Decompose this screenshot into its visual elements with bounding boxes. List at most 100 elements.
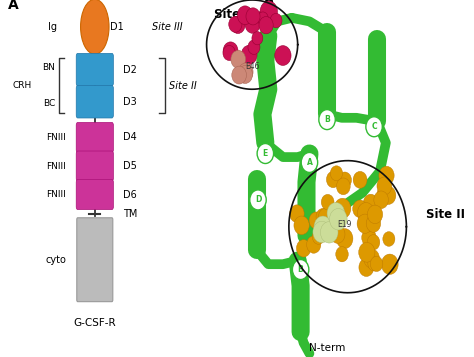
FancyBboxPatch shape: [76, 85, 113, 118]
Circle shape: [328, 206, 345, 226]
Text: B: B: [298, 265, 303, 274]
Text: Ig: Ig: [48, 22, 57, 32]
Circle shape: [314, 216, 332, 237]
Circle shape: [252, 31, 263, 45]
Text: A: A: [307, 158, 312, 167]
Text: E: E: [263, 149, 268, 158]
Text: D5: D5: [123, 161, 137, 171]
Circle shape: [246, 8, 260, 25]
Circle shape: [382, 254, 398, 275]
Circle shape: [327, 171, 340, 188]
Circle shape: [357, 214, 373, 233]
Circle shape: [327, 202, 345, 224]
Circle shape: [353, 200, 367, 218]
Circle shape: [381, 186, 396, 205]
FancyBboxPatch shape: [76, 180, 113, 210]
Text: Site II: Site II: [426, 208, 465, 221]
Circle shape: [316, 208, 330, 225]
Circle shape: [329, 208, 347, 230]
Circle shape: [338, 172, 351, 188]
Circle shape: [318, 208, 334, 227]
Circle shape: [368, 256, 380, 271]
Circle shape: [232, 66, 246, 84]
Circle shape: [337, 178, 350, 195]
Circle shape: [353, 171, 367, 188]
Circle shape: [257, 12, 268, 25]
Circle shape: [377, 185, 392, 202]
Text: BC: BC: [43, 99, 55, 108]
Circle shape: [337, 228, 353, 248]
Circle shape: [357, 202, 374, 223]
Circle shape: [223, 45, 236, 60]
Circle shape: [257, 144, 273, 164]
Circle shape: [334, 198, 351, 218]
Text: TM: TM: [123, 209, 137, 219]
Circle shape: [374, 191, 388, 208]
Text: Site II: Site II: [169, 81, 197, 91]
Circle shape: [377, 177, 392, 195]
Text: D1: D1: [110, 22, 124, 32]
Circle shape: [319, 110, 335, 130]
Circle shape: [359, 242, 375, 262]
Circle shape: [231, 50, 246, 68]
Circle shape: [290, 205, 304, 222]
Circle shape: [313, 221, 330, 243]
Circle shape: [367, 205, 383, 223]
Circle shape: [307, 236, 321, 253]
Circle shape: [223, 42, 238, 60]
Circle shape: [292, 260, 309, 280]
Circle shape: [320, 222, 338, 243]
Ellipse shape: [81, 0, 109, 54]
Circle shape: [229, 16, 242, 32]
Text: D2: D2: [123, 65, 137, 75]
Circle shape: [336, 247, 348, 262]
Text: cyto: cyto: [46, 255, 66, 265]
Text: C: C: [371, 122, 377, 131]
Circle shape: [330, 166, 343, 181]
Circle shape: [260, 1, 277, 22]
Text: Site III: Site III: [214, 8, 257, 21]
Circle shape: [231, 16, 245, 34]
Text: E19: E19: [337, 220, 352, 230]
Circle shape: [363, 194, 378, 213]
Circle shape: [330, 225, 345, 243]
Circle shape: [296, 240, 311, 257]
Text: FNIII: FNIII: [46, 161, 66, 171]
Text: FNIII: FNIII: [46, 190, 66, 199]
Circle shape: [238, 63, 253, 81]
Text: B: B: [264, 0, 274, 12]
Circle shape: [370, 256, 383, 272]
Circle shape: [366, 117, 383, 137]
Text: D6: D6: [123, 190, 137, 200]
Text: N-term: N-term: [309, 343, 345, 353]
Text: A: A: [8, 0, 18, 12]
FancyBboxPatch shape: [76, 151, 113, 181]
Circle shape: [248, 40, 260, 54]
Text: FNIII: FNIII: [46, 133, 66, 142]
Circle shape: [275, 46, 291, 65]
Circle shape: [364, 249, 380, 268]
FancyBboxPatch shape: [76, 53, 113, 86]
Circle shape: [241, 45, 257, 64]
Text: B: B: [324, 115, 330, 124]
Circle shape: [379, 166, 394, 185]
Circle shape: [359, 258, 374, 276]
Circle shape: [250, 190, 266, 210]
Circle shape: [245, 15, 260, 33]
Circle shape: [301, 152, 318, 172]
Circle shape: [259, 16, 273, 34]
FancyBboxPatch shape: [77, 218, 113, 302]
Circle shape: [366, 215, 381, 232]
Circle shape: [309, 212, 323, 229]
Circle shape: [237, 6, 253, 25]
Circle shape: [321, 194, 334, 210]
Circle shape: [256, 11, 268, 25]
Circle shape: [294, 216, 309, 235]
FancyBboxPatch shape: [76, 122, 113, 152]
Text: CRH: CRH: [13, 81, 32, 90]
Circle shape: [312, 229, 325, 244]
Circle shape: [367, 235, 380, 250]
Text: E46: E46: [245, 61, 259, 71]
Text: D3: D3: [123, 97, 137, 107]
Circle shape: [319, 222, 333, 238]
